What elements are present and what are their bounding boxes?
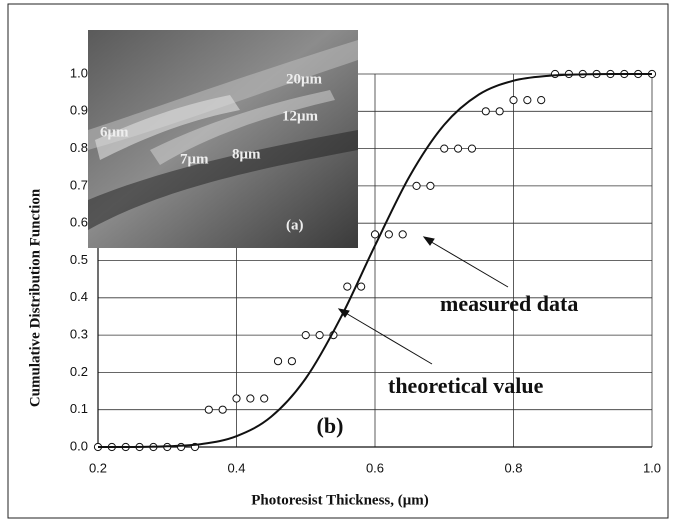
data-point: [398, 230, 407, 239]
y-tick-label: 0.9: [70, 103, 88, 118]
y-tick-label: 0.1: [70, 401, 88, 416]
data-point: [232, 394, 241, 403]
data-point: [495, 107, 504, 116]
x-tick-label: 0.4: [227, 460, 245, 475]
inset-panel-label: (a): [286, 217, 304, 233]
y-tick-label: 0.3: [70, 327, 88, 342]
data-point: [454, 144, 463, 153]
x-tick-label: 0.2: [89, 460, 107, 475]
data-point: [537, 96, 546, 105]
y-tick-label: 0.2: [70, 364, 88, 379]
data-point: [412, 181, 421, 190]
data-point: [370, 230, 380, 239]
inset-image: [88, 30, 358, 248]
y-axis-title: Cumulative Distribution Function: [27, 188, 43, 407]
inset-label: 8μm: [232, 146, 261, 162]
inset-label: 20μm: [286, 71, 323, 87]
data-point: [343, 282, 352, 291]
data-point: [440, 144, 449, 153]
data-point: [204, 405, 213, 414]
y-tick-label: 1.0: [70, 65, 88, 80]
data-point: [384, 230, 393, 239]
theory-line: [97, 72, 653, 449]
inset-label: 7μm: [180, 151, 209, 167]
data-point: [287, 357, 296, 366]
y-tick-label: 0.7: [70, 177, 88, 192]
y-tick-label: 0.0: [70, 438, 88, 453]
data-point: [218, 405, 227, 414]
y-tick-label: 0.6: [70, 215, 88, 230]
data-point: [177, 442, 186, 452]
data-point: [357, 282, 366, 291]
inset-label: 6μm: [100, 124, 129, 140]
y-tick-label: 0.8: [70, 140, 88, 155]
data-point: [509, 96, 518, 105]
data-point: [315, 331, 324, 340]
arrows: [337, 236, 509, 365]
annotation: measured data: [440, 291, 578, 316]
inset-label: 12μm: [282, 108, 319, 124]
x-axis-title: Photoresist Thickness, (μm): [251, 492, 429, 508]
data-point: [273, 357, 283, 366]
data-point: [260, 394, 269, 403]
data-point: [523, 96, 532, 105]
data-point: [301, 331, 310, 340]
x-tick-label: 0.6: [366, 460, 384, 475]
annotation: theoretical value: [388, 373, 544, 398]
x-tick-label: 1.0: [643, 460, 661, 475]
y-tick-label: 0.4: [70, 289, 88, 304]
panel-label: (b): [317, 413, 344, 438]
data-point: [467, 144, 477, 153]
y-tick-label: 0.5: [70, 252, 88, 267]
data-point: [481, 107, 490, 116]
x-tick-label: 0.8: [504, 460, 522, 475]
data-point: [550, 69, 560, 79]
plot-area: 0.0 0.1 0.2 0.3 0.4 0.5 0.6 0.7 0.8 0.9 1.0 0.2 0.4 0…: [70, 65, 661, 475]
data-point: [426, 181, 435, 190]
data-point: [246, 394, 255, 403]
